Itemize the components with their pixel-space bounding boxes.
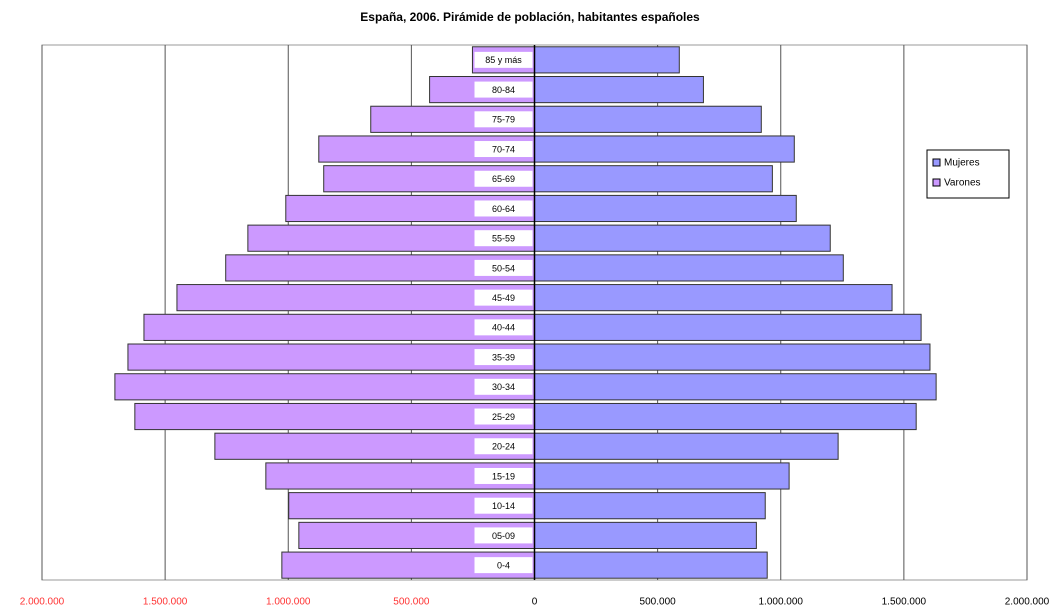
bar [534,284,893,312]
y-tick-label: 05-09 [492,531,515,541]
y-tick-label: 0-4 [497,561,510,571]
y-tick-label: 50-54 [492,263,515,273]
category-label-bg [474,497,533,514]
y-tick-label: 75-79 [492,115,515,125]
chart-title: España, 2006. Pirámide de población, hab… [360,10,700,24]
category-label-bg [474,527,533,544]
bar [534,194,797,223]
y-tick-label: 15-19 [492,471,515,481]
bar [534,521,757,549]
category-label-bg [474,170,533,187]
bar [127,343,535,371]
bar [134,402,535,431]
bar [534,432,839,460]
bar [114,373,535,401]
x-tick-label: 500.000 [393,597,430,608]
category-label-bg [474,557,533,574]
y-tick-label: 85 y más [485,55,522,65]
y-tick-label: 10-14 [492,501,515,511]
category-label-bg [474,230,533,247]
y-tick-label: 60-64 [492,204,515,214]
y-tick-label: 30-34 [492,382,515,392]
bar [534,551,768,579]
bar [534,462,790,490]
category-label-bg [474,200,533,217]
legend-swatch [932,178,941,187]
bar [534,224,831,252]
bar [534,76,704,104]
category-label-bg [474,51,533,68]
legend-label: Varones [944,178,981,189]
bar [534,343,931,371]
y-tick-label: 70-74 [492,144,515,154]
category-label-bg [474,467,533,484]
x-tick-label: 1.000.000 [266,597,311,608]
category-label-bg [474,111,533,128]
x-tick-label: 1.500.000 [882,597,927,608]
y-tick-label: 55-59 [492,234,515,244]
bar [534,165,773,193]
category-label-bg [474,349,533,366]
category-label-bg [474,141,533,158]
category-label-bg [474,289,533,306]
x-tick-label: 0 [532,597,538,608]
category-label-bg [474,81,533,98]
bar [534,254,844,282]
category-label-bg [474,438,533,455]
bar [534,373,937,401]
legend-label: Mujeres [944,158,980,169]
x-tick-label: 500.000 [640,597,677,608]
bar [534,135,795,163]
legend [926,149,1010,199]
x-tick-label: 1.000.000 [759,597,804,608]
y-tick-label: 45-49 [492,293,515,303]
y-tick-label: 25-29 [492,412,515,422]
bar [534,492,766,520]
x-tick-label: 1.500.000 [143,597,188,608]
y-tick-label: 40-44 [492,323,515,333]
bar [534,402,917,431]
bar [143,313,535,341]
y-tick-label: 65-69 [492,174,515,184]
category-label-bg [474,319,533,336]
y-tick-label: 80-84 [492,85,515,95]
bar [534,46,680,74]
y-tick-label: 20-24 [492,442,515,452]
legend-swatch [932,158,941,167]
category-label-bg [474,259,533,276]
y-tick-label: 35-39 [492,352,515,362]
category-label-bg [474,408,533,425]
x-tick-label: 2.000.000 [20,597,65,608]
x-tick-label: 2.000.000 [1005,597,1050,608]
bar [534,105,762,133]
category-label-bg [474,378,533,395]
bar [534,313,922,341]
